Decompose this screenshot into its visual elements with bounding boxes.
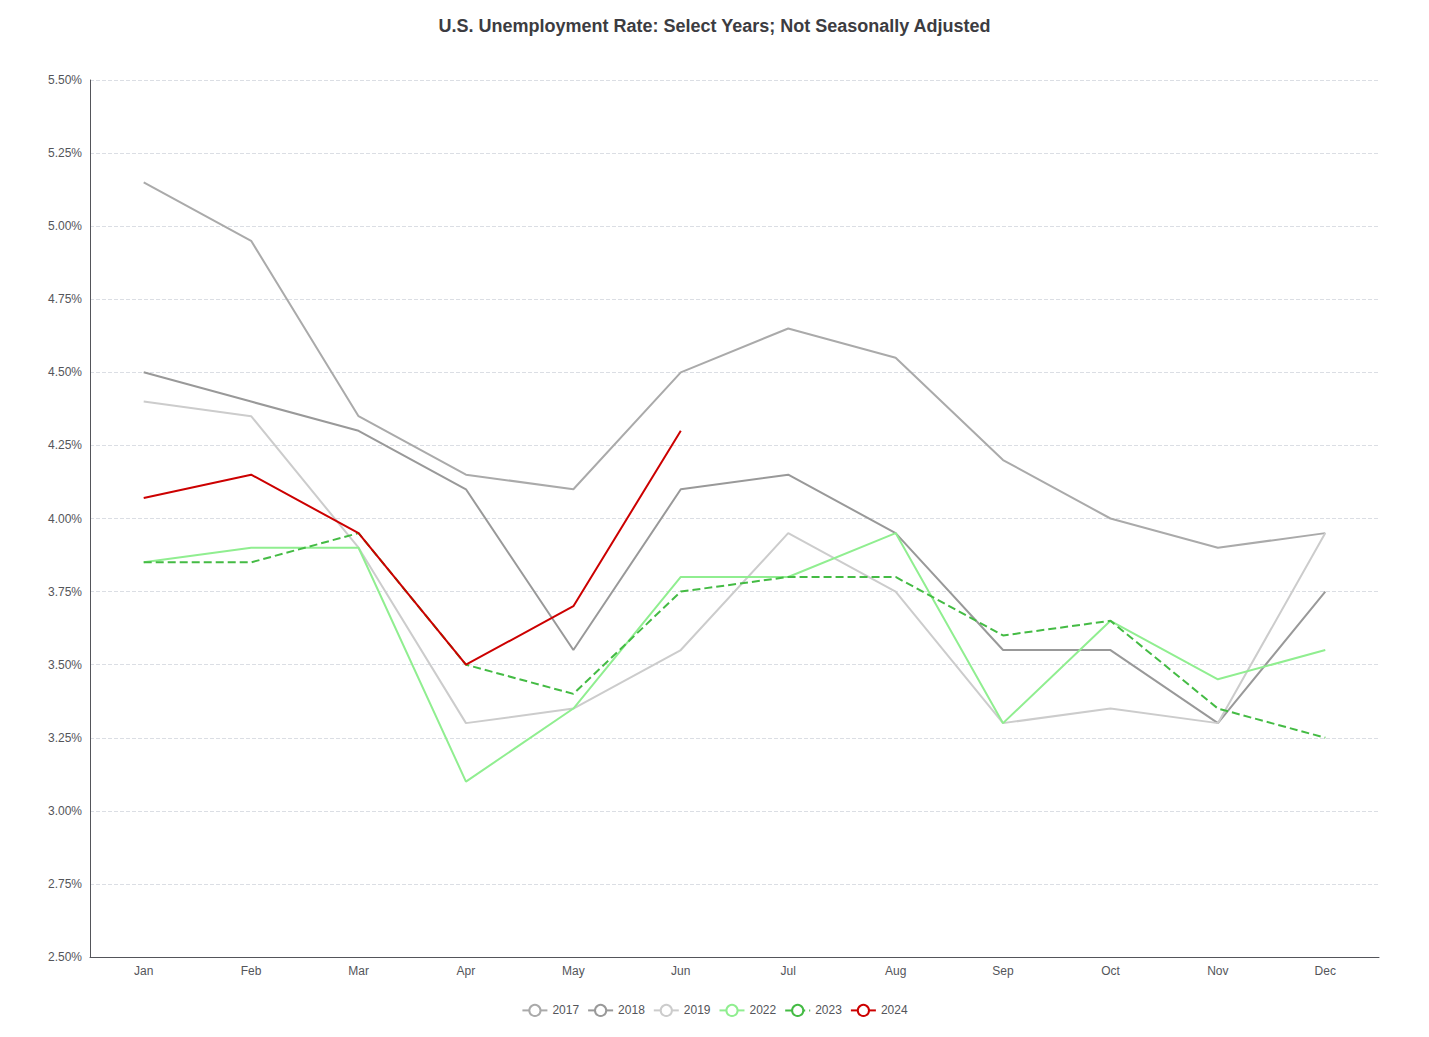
svg-text:4.50%: 4.50% <box>48 365 82 379</box>
svg-text:Feb: Feb <box>241 964 262 978</box>
svg-text:4.00%: 4.00% <box>48 512 82 526</box>
svg-text:2.75%: 2.75% <box>48 877 82 891</box>
svg-text:3.75%: 3.75% <box>48 585 82 599</box>
svg-text:4.75%: 4.75% <box>48 292 82 306</box>
svg-text:Aug: Aug <box>885 964 906 978</box>
svg-text:Jun: Jun <box>671 964 690 978</box>
svg-text:5.50%: 5.50% <box>48 73 82 87</box>
svg-text:U.S. Unemployment Rate: Select: U.S. Unemployment Rate: Select Years; No… <box>438 16 990 36</box>
svg-text:Dec: Dec <box>1315 964 1336 978</box>
svg-text:4.25%: 4.25% <box>48 438 82 452</box>
svg-text:Apr: Apr <box>457 964 476 978</box>
svg-text:5.00%: 5.00% <box>48 219 82 233</box>
svg-text:2023: 2023 <box>815 1003 842 1017</box>
svg-text:Nov: Nov <box>1207 964 1228 978</box>
svg-text:Sep: Sep <box>992 964 1014 978</box>
svg-text:Mar: Mar <box>348 964 369 978</box>
svg-text:2.50%: 2.50% <box>48 950 82 964</box>
svg-text:3.25%: 3.25% <box>48 731 82 745</box>
svg-text:Oct: Oct <box>1101 964 1120 978</box>
svg-text:2024: 2024 <box>881 1003 908 1017</box>
svg-text:2017: 2017 <box>552 1003 579 1017</box>
svg-text:2019: 2019 <box>684 1003 711 1017</box>
svg-text:5.25%: 5.25% <box>48 146 82 160</box>
svg-text:2022: 2022 <box>750 1003 777 1017</box>
svg-text:3.00%: 3.00% <box>48 804 82 818</box>
svg-text:3.50%: 3.50% <box>48 658 82 672</box>
svg-text:May: May <box>562 964 585 978</box>
svg-text:2018: 2018 <box>618 1003 645 1017</box>
svg-text:Jul: Jul <box>781 964 796 978</box>
svg-text:Jan: Jan <box>134 964 153 978</box>
